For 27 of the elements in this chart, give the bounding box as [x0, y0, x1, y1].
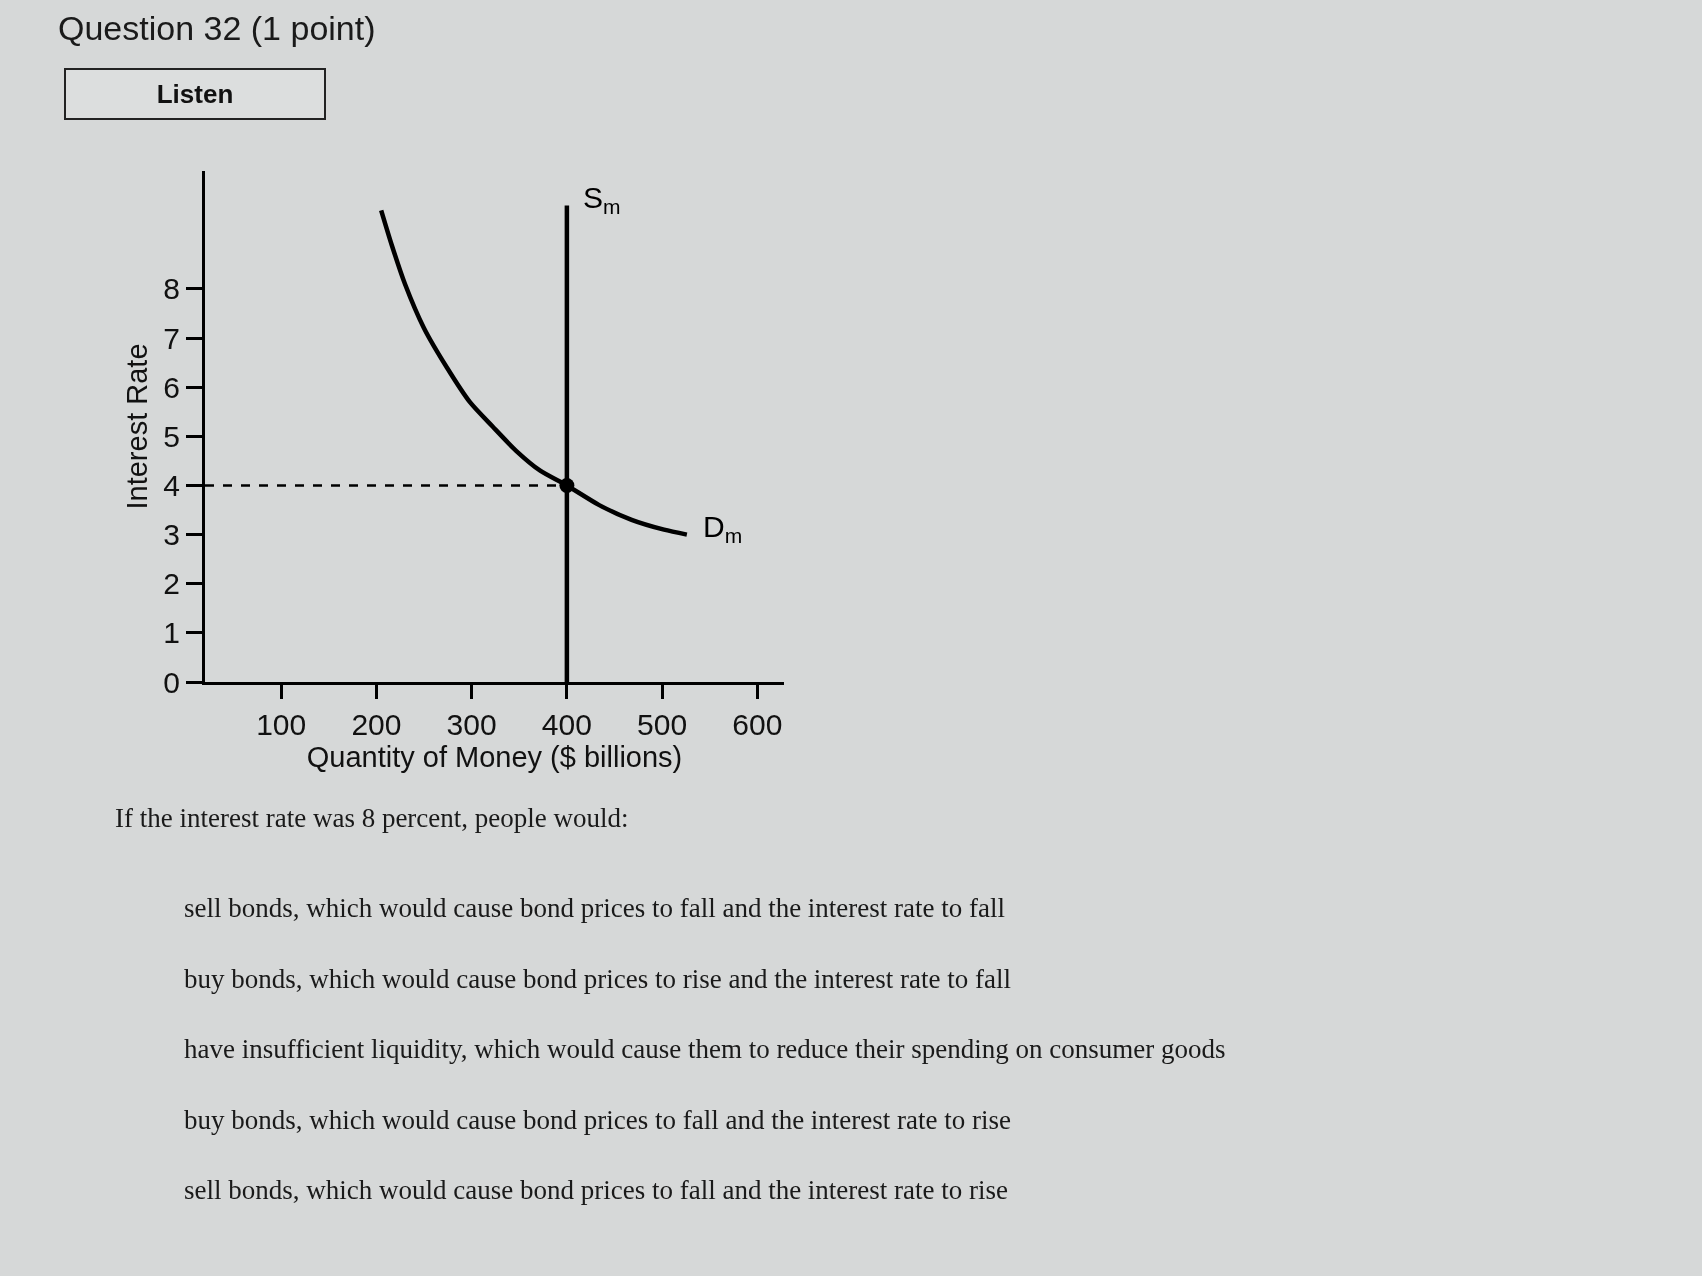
y-tick-label: 3	[163, 518, 180, 552]
y-tick-label: 7	[163, 321, 180, 355]
text: sell bonds, which would cause bond prices to fall and the interest rate to rise	[184, 1175, 1009, 1205]
x-axis-title: Quantity of Money ($ billions)	[306, 741, 683, 773]
y-tick-label: 4	[163, 468, 180, 502]
text: sell bonds, which would cause bond prices to fall and the interest rate to fall	[184, 893, 1006, 923]
text: buy bonds, which would cause bond prices to fall and the interest rate to rise	[184, 1105, 1012, 1135]
chart-title: Question 32 (1 point)	[58, 8, 376, 47]
text: buy bonds, which would cause bond prices to rise and the interest rate to fall	[184, 964, 1012, 994]
x-tick-label: 400	[541, 708, 592, 741]
x-tick-label: 500	[637, 708, 688, 741]
y-tick-label: 2	[163, 567, 180, 601]
x-tick-label: 100	[256, 708, 307, 741]
y-tick-label: 0	[163, 665, 180, 699]
y-axis-title: Interest Rate	[120, 343, 153, 510]
x-tick-label: 600	[732, 708, 783, 741]
series-label: S$_{m}$	[583, 181, 621, 219]
x-tick-label: 300	[446, 708, 497, 741]
y-tick-label: 6	[163, 370, 180, 404]
text: If the interest rate was 8 percent, people would:	[115, 803, 629, 833]
text: have insufficient liquidity, which would cause them to reduce their spending on consumer goods	[184, 1034, 1226, 1064]
text: Listen	[156, 79, 234, 109]
y-tick-label: 1	[163, 616, 180, 650]
y-tick-label: 5	[163, 419, 180, 453]
x-tick-label: 200	[351, 708, 402, 741]
y-tick-label: 8	[163, 272, 180, 306]
series-label: D$_{m}$	[703, 510, 743, 548]
